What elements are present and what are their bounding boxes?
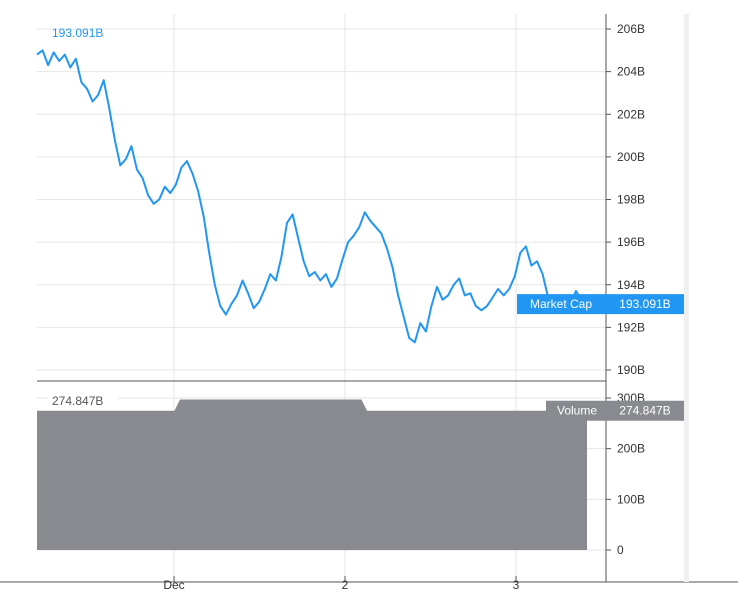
price-tick-label: 194B <box>617 278 645 292</box>
volume-badge: Volume 274.847B <box>546 400 684 421</box>
price-tick-label: 202B <box>617 107 645 121</box>
market-cap-badge-value-bg <box>606 294 684 315</box>
price-tick-label: 200B <box>617 150 645 164</box>
market-cap-badge-label-bg <box>517 294 606 315</box>
volume-tick-label: 100B <box>617 492 645 506</box>
price-legend-value: 193.091B <box>52 26 103 40</box>
market-cap-badge-value: 193.091B <box>619 297 670 311</box>
price-tick-label: 196B <box>617 235 645 249</box>
price-tick-label: 198B <box>617 193 645 207</box>
price-tick-label: 192B <box>617 320 645 334</box>
volume-badge-label: Volume <box>557 404 597 418</box>
volume-legend-value: 274.847B <box>52 394 103 408</box>
volume-pane <box>37 399 587 550</box>
time-tick-label: 3 <box>513 578 520 592</box>
scrollbar[interactable] <box>684 14 689 582</box>
price-pane <box>36 49 588 344</box>
market-cap-badge-label: Market Cap <box>530 297 592 311</box>
volume-badge-label-bg <box>546 400 606 421</box>
volume-legend-background <box>48 393 118 410</box>
time-axis[interactable]: Dec 2 3 <box>163 576 520 592</box>
volume-tick-label: 0 <box>617 543 624 557</box>
volume-area <box>37 399 587 550</box>
price-tick-label: 204B <box>617 65 645 79</box>
time-tick-label: 2 <box>342 578 349 592</box>
price-axis[interactable]: 206B 204B 202B 200B 198B 196B 194B 192B 190B <box>606 22 645 377</box>
volume-tick-label: 200B <box>617 442 645 456</box>
market-cap-line <box>36 49 588 344</box>
price-tick-label: 190B <box>617 363 645 377</box>
time-tick-label: Dec <box>163 578 184 592</box>
market-cap-badge: Market Cap 193.091B <box>517 294 684 315</box>
price-tick-label: 206B <box>617 22 645 36</box>
volume-badge-value: 274.847B <box>619 404 670 418</box>
volume-badge-value-bg <box>606 400 684 421</box>
